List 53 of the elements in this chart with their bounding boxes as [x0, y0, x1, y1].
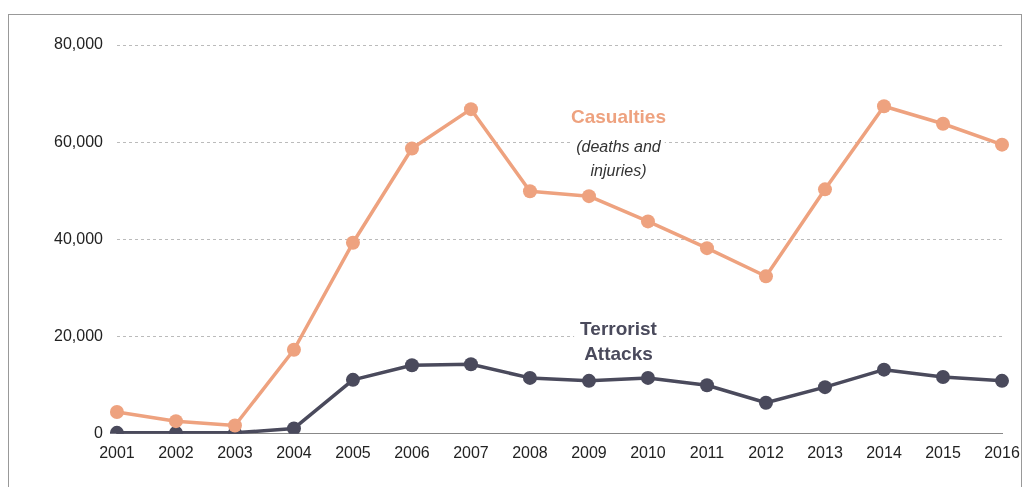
x-tick-label: 2002: [158, 443, 194, 461]
y-tick-label: 80,000: [54, 35, 104, 53]
point: [463, 357, 478, 372]
point: [404, 358, 419, 373]
point: [640, 370, 655, 385]
point: [876, 99, 891, 114]
x-tick-label: 2010: [630, 443, 666, 461]
point: [345, 235, 360, 250]
point: [995, 137, 1009, 152]
point: [758, 395, 773, 410]
x-tick-label: 2013: [807, 443, 843, 461]
point: [699, 378, 714, 393]
point: [463, 102, 478, 117]
point: [404, 141, 419, 156]
point: [522, 370, 537, 385]
x-tick-label: 2012: [748, 443, 784, 461]
point: [227, 418, 242, 433]
y-tick-label: 0: [94, 424, 104, 442]
x-tick-label: 2003: [217, 443, 253, 461]
point: [936, 369, 950, 384]
y-tick-label: 20,000: [54, 327, 104, 345]
point: [581, 373, 596, 388]
point: [817, 380, 832, 395]
point: [699, 241, 714, 256]
x-tick-label: 2008: [512, 443, 548, 461]
point: [286, 421, 301, 434]
x-tick-label: 2007: [453, 443, 489, 461]
point: [522, 184, 537, 199]
x-tick-label: 2016: [984, 443, 1020, 461]
annotation: (deaths and injuries): [576, 138, 662, 180]
x-tick-label: 2001: [99, 443, 135, 461]
point: [345, 372, 360, 387]
point: [995, 373, 1009, 388]
x-tick-label: 2009: [571, 443, 607, 461]
point: [168, 414, 183, 429]
point: [581, 189, 596, 204]
y-tick-label: 60,000: [54, 132, 104, 150]
point: [817, 182, 832, 197]
series-label: Terrorist Attacks: [580, 317, 658, 364]
point: [286, 342, 301, 357]
x-tick-label: 2006: [394, 443, 430, 461]
x-tick-label: 2011: [689, 443, 725, 461]
point: [640, 214, 655, 229]
x-tick-label: 2004: [276, 443, 312, 461]
y-tick-label: 40,000: [54, 229, 104, 247]
x-tick-label: 2014: [866, 443, 902, 461]
x-tick-label: 2005: [335, 443, 371, 461]
point: [758, 269, 773, 284]
text: Casualties: [570, 106, 666, 128]
point: [876, 362, 891, 377]
point: [936, 116, 950, 131]
x-tick-label: 2015: [925, 443, 961, 461]
point: [109, 404, 124, 419]
